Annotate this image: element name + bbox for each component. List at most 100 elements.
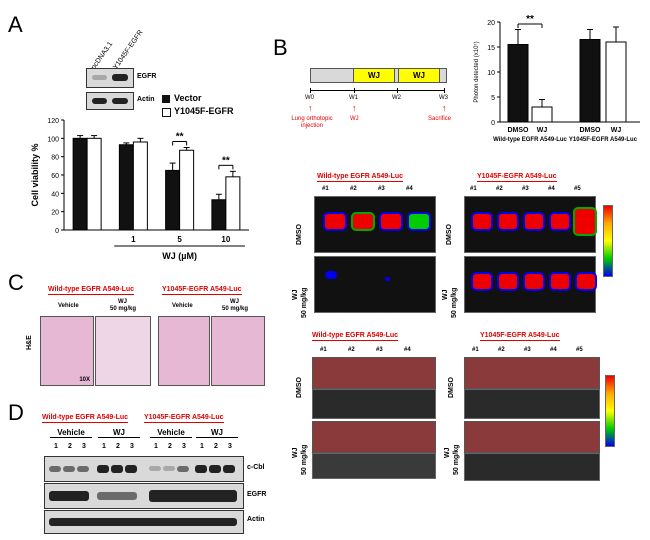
ivis-mut-id-1: #1 (470, 186, 477, 192)
lung-mut-row-wj: WJ (444, 447, 451, 459)
wb-mut-vehicle: Vehicle (150, 428, 192, 438)
wb-label-egfr: EGFR (247, 491, 267, 498)
lane-number: 1 (154, 443, 158, 450)
he-wt-wj: WJ (118, 299, 127, 305)
ivis-mut-row-wj: WJ (442, 289, 449, 301)
lung-wt-dmso-ivis (312, 389, 436, 419)
he-wt-vehicle-image: 10X (40, 316, 94, 386)
y-axis-label: Photon detected (x10⁷) (473, 41, 480, 102)
lung-mut-row-dose: 50 mg/kg (453, 444, 460, 475)
y-tick-label: 20 (487, 20, 495, 27)
x-tick-label: WJ (537, 127, 548, 134)
lane-number: 3 (82, 443, 86, 450)
actin-blot (86, 92, 134, 110)
lane-number: 2 (68, 443, 72, 450)
legend-label-y1045f: Y1045F-EGFR (174, 106, 234, 116)
lane-label-2: Y1045F-EGFR (112, 29, 145, 72)
lane-number: 1 (102, 443, 106, 450)
lung-mut-wj-photo (464, 421, 600, 453)
lung-wt-dmso-photo (312, 357, 436, 389)
panel-d-label: D (8, 400, 24, 425)
he-wt-title: Wild-type EGFR A549-Luc (48, 286, 135, 295)
lung-mut-title: Y1045F-EGFR A549-Luc (480, 332, 560, 341)
lung-mut-row-dmso: DMSO (448, 377, 455, 398)
lung-wt-wj-photo (312, 421, 436, 453)
wb-wt-title: Wild-type EGFR A549-Luc (42, 414, 129, 423)
lung-wt-row-dmso: DMSO (296, 377, 303, 398)
panel-a-label: A (8, 12, 23, 37)
week-w3: W3 (439, 95, 448, 101)
significance-mark: ** (526, 14, 534, 25)
lung-mut-grid: #1 #2 #3 #4 #5 (462, 347, 602, 481)
wb-mut-title: Y1045F-EGFR A549-Luc (144, 414, 224, 423)
bar (531, 106, 553, 123)
egfr-blot (86, 68, 134, 88)
timeline-axis (310, 90, 445, 91)
he-wt-vehicle: Vehicle (58, 303, 79, 309)
ivis-wt-dmso-image (314, 196, 436, 253)
wb-egfr-blot (44, 483, 244, 509)
lung-wt-row-dose: 50 mg/kg (301, 444, 308, 475)
significance-mark: ** (176, 132, 184, 143)
lane-number: 2 (168, 443, 172, 450)
he-mut-title: Y1045F-EGFR A549-Luc (162, 286, 242, 295)
wb-wt-vehicle: Vehicle (50, 428, 92, 438)
ivis-mut-dmso-image (464, 196, 597, 253)
lung-wt-wj-ivis (312, 453, 436, 479)
ivis-wt-id-3: #3 (378, 186, 385, 192)
bar (579, 39, 601, 123)
ivis-wt-row-dmso: DMSO (296, 224, 303, 245)
lung-wt-id-4: #4 (404, 347, 411, 353)
lung-wt-id-3: #3 (376, 347, 383, 353)
event-injection: Lung orthotopic injection (291, 116, 333, 129)
y-axis-label: Cell viability % (30, 143, 40, 206)
wj-dosing-bar-1: WJ (353, 68, 395, 83)
ivis-wt-wj-image (314, 256, 436, 313)
lung-mut-dmso-ivis (464, 389, 600, 419)
legend-label-vector: Vector (174, 93, 202, 103)
x-tick-label: DMSO (580, 127, 602, 134)
ivis-wt-row-wj: WJ (292, 289, 299, 301)
bar (605, 41, 627, 123)
ivis-wt-id-4: #4 (406, 186, 413, 192)
he-magnification: 10X (79, 377, 90, 383)
y-tick-label: 0 (491, 120, 495, 127)
x-tick-label: 10 (221, 235, 230, 244)
week-w1: W1 (349, 95, 358, 101)
wj-dosing-bar-2: WJ (398, 68, 440, 83)
he-mut-dose: 50 mg/kg (222, 306, 249, 312)
event-wj: WJ (350, 116, 359, 122)
significance-mark: ** (222, 155, 230, 166)
x-tick-label: 5 (177, 235, 182, 244)
lane-number: 1 (200, 443, 204, 450)
lung-wt-title: Wild-type EGFR A549-Luc (312, 332, 399, 341)
lung-mut-id-5: #5 (576, 347, 583, 353)
photon-chart: 0 5 10 15 20 DMSO WJ DMSO WJ Wild-type EGFR A549-… (473, 14, 640, 143)
lung-color-scale (605, 375, 615, 447)
y-tick-label: 120 (47, 118, 59, 125)
ivis-wt-row-dose: 50 mg/kg (301, 287, 308, 318)
bar (211, 199, 227, 231)
y-tick-label: 100 (47, 136, 59, 143)
he-mut-vehicle: Vehicle (172, 303, 193, 309)
week-w0: W0 (305, 95, 314, 101)
x-tick-label: 1 (131, 235, 136, 244)
he-mut-vehicle-image (158, 316, 210, 386)
blot-label-egfr: EGFR (137, 73, 157, 80)
bar (507, 44, 529, 123)
lane-number: 1 (54, 443, 58, 450)
ivis-wt-title: Wild-type EGFR A549-Luc (317, 173, 404, 182)
viability-chart: 0 20 40 60 80 100 120 1 5 10 ** ** WJ (µM) Cell viabi… (30, 118, 249, 261)
panel-b-label: B (273, 35, 288, 60)
y-tick-label: 10 (487, 70, 495, 77)
lane-number: 3 (182, 443, 186, 450)
lung-mut-id-2: #2 (498, 347, 505, 353)
wb-actin-blot (44, 510, 244, 534)
ivis-mut-row-dose: 50 mg/kg (451, 287, 458, 318)
lung-mut-id-1: #1 (472, 347, 479, 353)
he-wt-dose: 50 mg/kg (110, 306, 137, 312)
lung-mut-id-4: #4 (550, 347, 557, 353)
lung-mut-id-3: #3 (524, 347, 531, 353)
ivis-wt-id-1: #1 (322, 186, 329, 192)
wb-label-cbl: c-Cbl (247, 464, 265, 471)
